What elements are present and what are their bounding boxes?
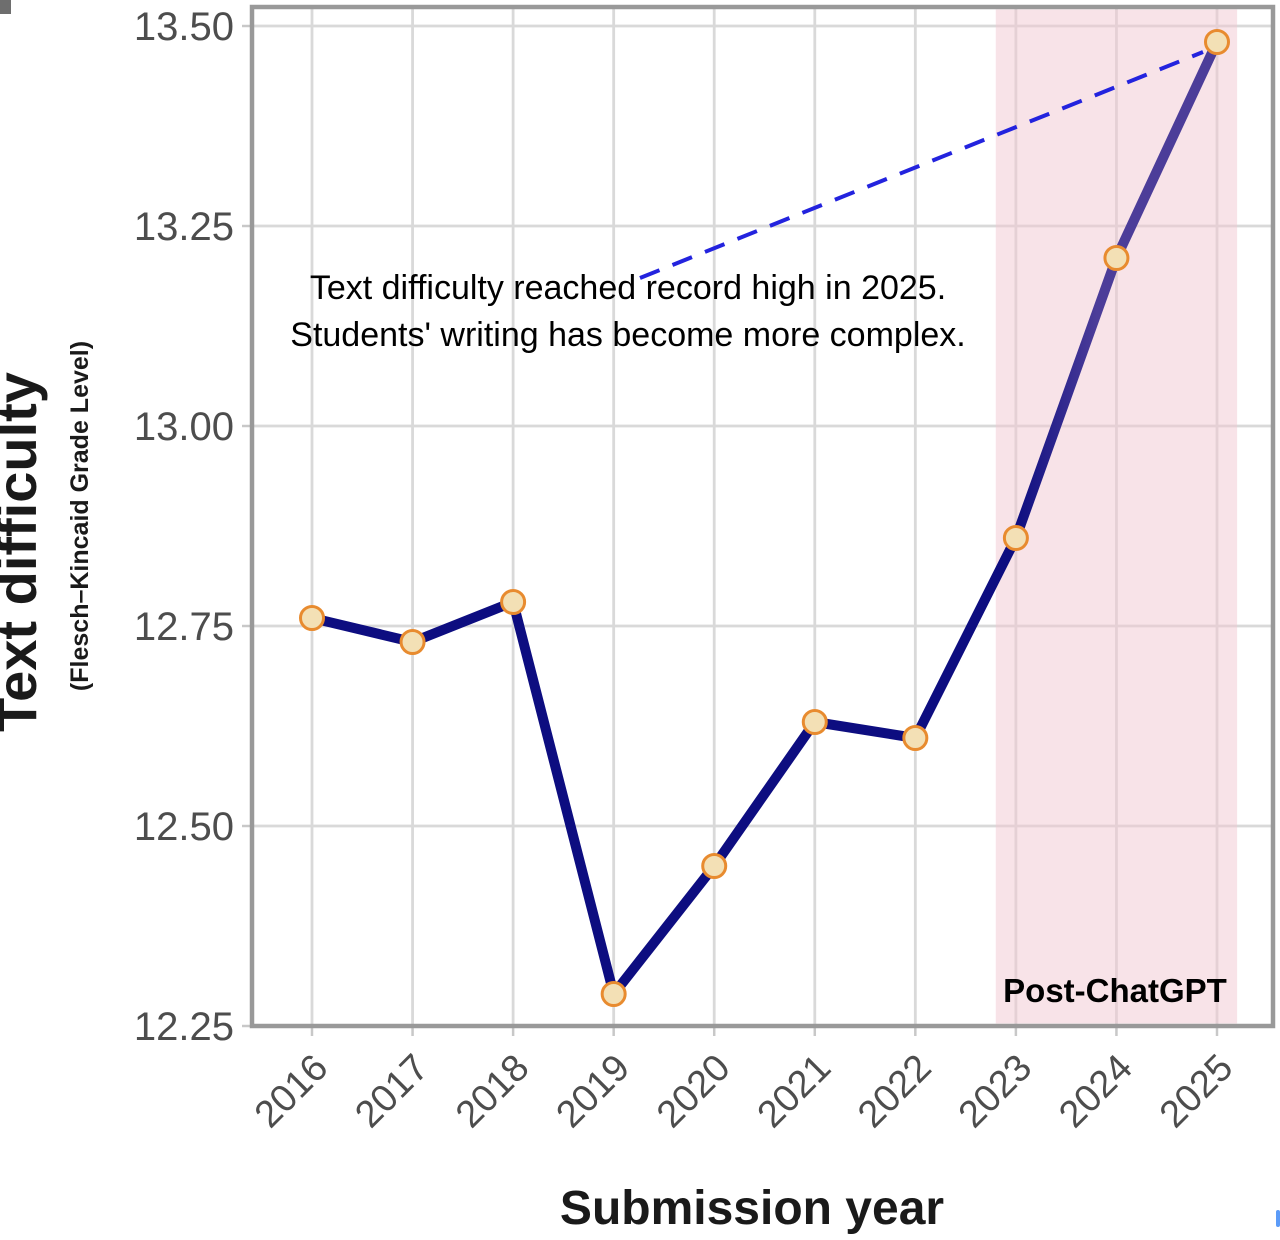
post-chatgpt-shade-region [995,9,1238,1024]
data-point-2024 [1103,245,1130,271]
x-tick-label-2022: 2022 [850,1047,939,1136]
data-point-2020 [701,853,728,879]
corner-artifact-top-left [0,0,11,14]
data-point-2023 [1002,525,1029,551]
y-tick-label-13.50: 13.50 [134,5,234,49]
x-axis-title: Submission year [560,1182,944,1235]
corner-artifact-bottom-right [1276,1210,1280,1227]
annotation-text-line1: Text difficulty reached record high in 2… [310,269,946,307]
y-tick-label-12.25: 12.25 [134,1005,234,1049]
annotation-connector-line [639,50,1204,280]
axis-tick-marks [242,24,1219,1036]
data-point-2016 [299,605,325,631]
x-tick-label-2017: 2017 [347,1047,436,1136]
trend-line [307,37,1222,999]
y-tick-labels: 12.25 12.50 12.75 13.00 13.25 13.50 [134,5,234,1049]
x-tick-label-2023: 2023 [951,1047,1040,1136]
x-tick-label-2024: 2024 [1051,1047,1140,1136]
data-point-2021 [801,709,828,735]
y-tick-label-13.00: 13.00 [134,405,234,449]
panel-border [249,4,1276,1029]
x-tick-label-2016: 2016 [247,1047,336,1136]
data-point-2019 [600,981,627,1007]
y-tick-label-12.50: 12.50 [134,805,234,849]
y-tick-label-12.75: 12.75 [134,605,234,649]
x-tick-labels: 2016 2017 2018 2019 2020 2021 2022 2023 2024 2025 [247,1047,1241,1136]
y-axis-title: Text difficulty [0,372,48,732]
shade-region-label: Post-ChatGPT [1003,972,1227,1009]
x-tick-label-2020: 2020 [649,1047,738,1136]
data-point-2017 [399,629,426,655]
y-axis-subtitle: (Flesch–Kincaid Grade Level) [66,341,94,691]
x-tick-label-2021: 2021 [750,1047,839,1136]
data-point-2025 [1204,29,1230,55]
data-point-2018 [500,589,527,615]
data-points [299,29,1230,1007]
data-point-2022 [902,725,929,751]
y-tick-label-13.25: 13.25 [134,205,234,249]
annotation-text-line2: Students' writing has become more comple… [290,316,965,354]
x-tick-label-2025: 2025 [1152,1047,1241,1136]
x-tick-label-2018: 2018 [448,1047,537,1136]
x-tick-label-2019: 2019 [549,1047,638,1136]
